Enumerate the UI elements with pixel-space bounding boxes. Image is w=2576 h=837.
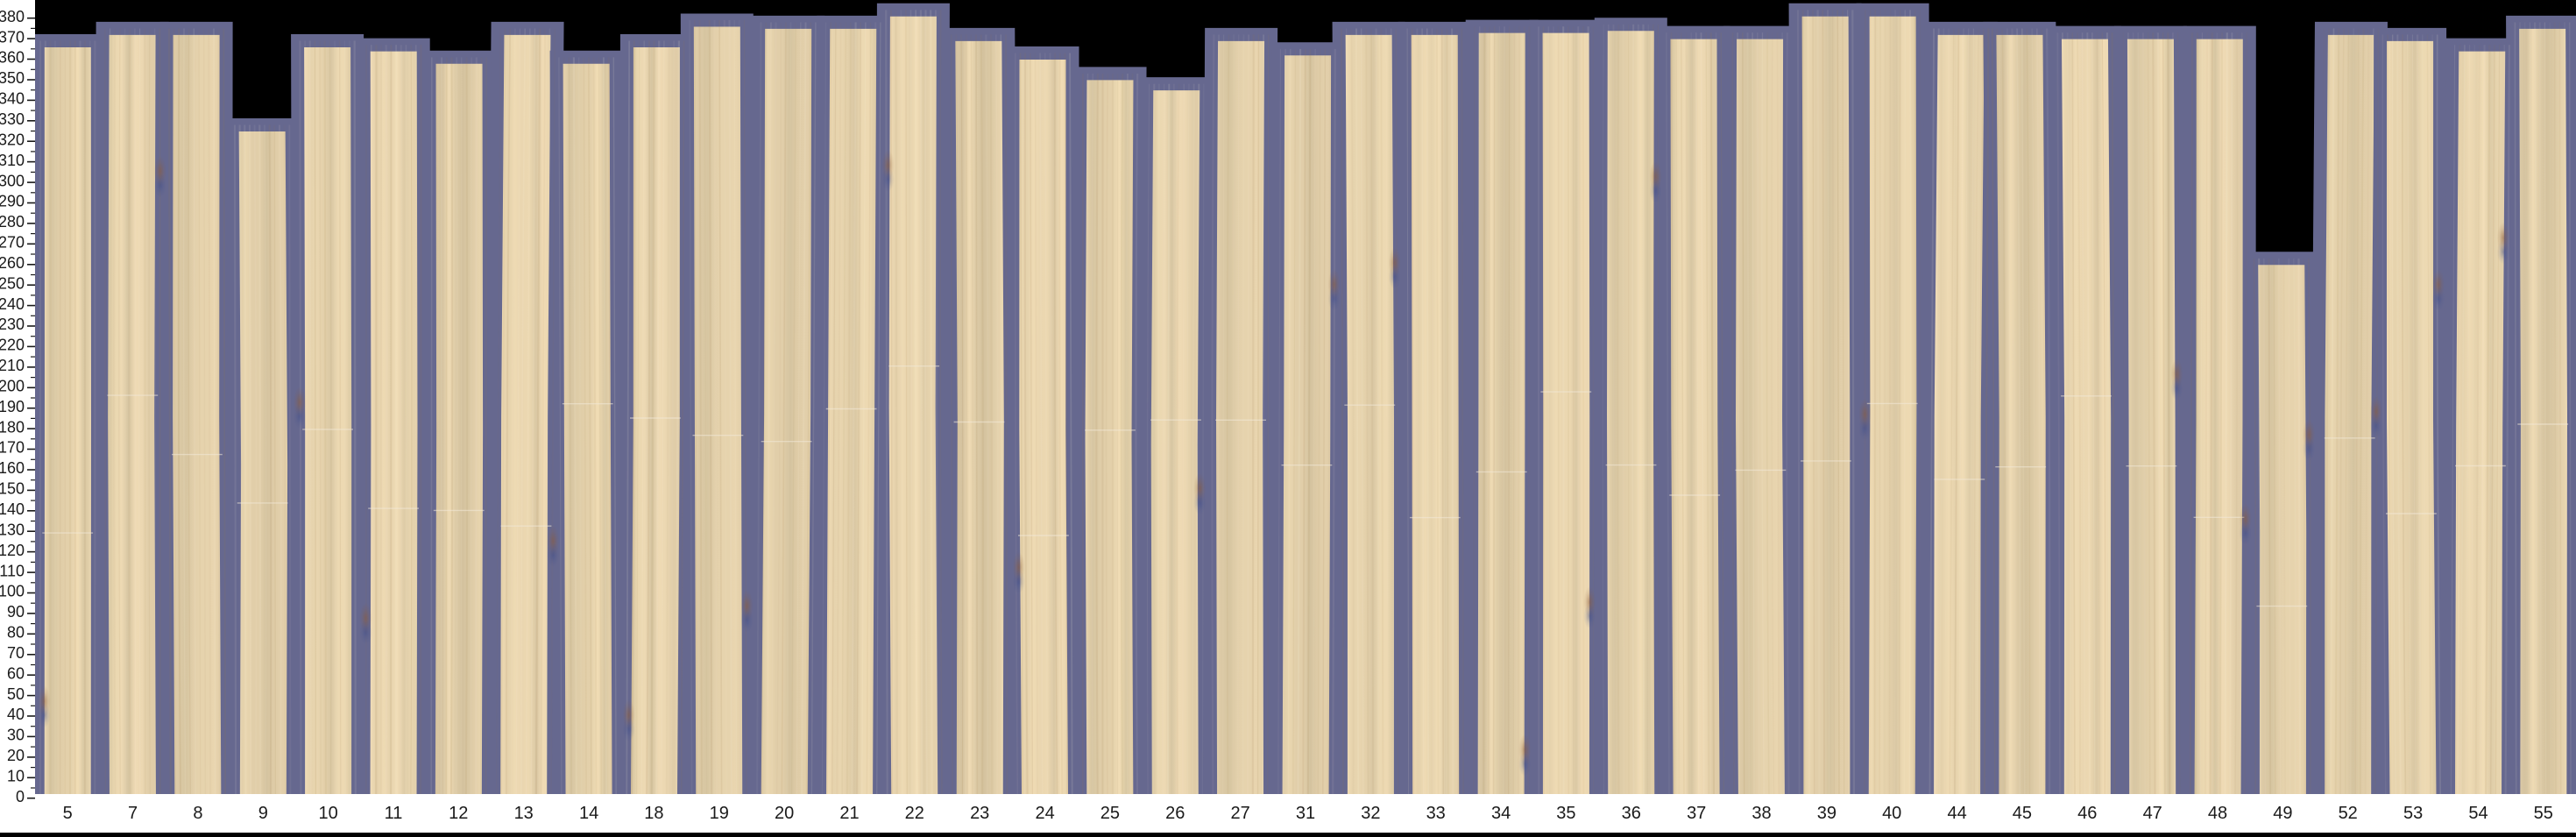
svg-text:10: 10 [7,768,25,785]
svg-text:320: 320 [0,131,25,148]
svg-text:11: 11 [385,804,403,823]
svg-text:150: 150 [0,480,25,498]
svg-text:24: 24 [1035,804,1054,823]
svg-text:52: 52 [2339,804,2358,823]
svg-text:60: 60 [7,664,25,682]
svg-text:380: 380 [0,8,25,25]
svg-text:310: 310 [0,152,25,169]
svg-text:35: 35 [1556,804,1575,823]
svg-text:47: 47 [2143,804,2162,823]
svg-text:55: 55 [2534,804,2553,823]
svg-text:100: 100 [0,583,25,600]
svg-text:370: 370 [0,28,25,46]
svg-text:18: 18 [644,804,663,823]
svg-text:37: 37 [1687,804,1706,823]
svg-text:27: 27 [1230,804,1249,823]
svg-text:20: 20 [775,804,794,823]
svg-text:33: 33 [1426,804,1446,823]
svg-text:48: 48 [2208,804,2227,823]
svg-text:38: 38 [1752,804,1771,823]
svg-text:8: 8 [193,804,202,823]
svg-text:40: 40 [7,706,25,723]
svg-text:260: 260 [0,254,25,272]
svg-text:200: 200 [0,378,25,395]
svg-text:46: 46 [2077,804,2097,823]
svg-text:360: 360 [0,49,25,67]
svg-text:50: 50 [7,685,25,703]
svg-text:13: 13 [514,804,534,823]
svg-text:14: 14 [579,804,598,823]
svg-text:90: 90 [7,603,25,621]
svg-text:44: 44 [1947,804,1966,823]
svg-text:190: 190 [0,398,25,415]
svg-text:53: 53 [2403,804,2423,823]
svg-text:34: 34 [1491,804,1511,823]
svg-text:70: 70 [7,644,25,662]
svg-text:80: 80 [7,624,25,642]
svg-text:10: 10 [318,804,337,823]
svg-text:21: 21 [839,804,859,823]
svg-text:220: 220 [0,337,25,354]
svg-text:240: 240 [0,295,25,313]
svg-text:19: 19 [710,804,729,823]
svg-text:7: 7 [128,804,138,823]
svg-text:280: 280 [0,213,25,231]
svg-text:140: 140 [0,500,25,518]
svg-text:230: 230 [0,316,25,333]
svg-text:120: 120 [0,542,25,559]
svg-text:12: 12 [449,804,468,823]
svg-text:9: 9 [258,804,268,823]
svg-text:36: 36 [1622,804,1641,823]
svg-text:130: 130 [0,521,25,538]
svg-text:270: 270 [0,234,25,252]
svg-text:5: 5 [63,804,73,823]
svg-text:180: 180 [0,418,25,436]
svg-text:23: 23 [970,804,989,823]
svg-text:110: 110 [0,562,25,579]
svg-text:350: 350 [0,69,25,87]
svg-text:330: 330 [0,110,25,128]
svg-text:340: 340 [0,90,25,108]
svg-text:250: 250 [0,274,25,292]
svg-text:0: 0 [16,788,25,805]
svg-text:160: 160 [0,459,25,477]
svg-text:290: 290 [0,193,25,210]
svg-text:45: 45 [2013,804,2032,823]
svg-text:40: 40 [1882,804,1901,823]
svg-text:170: 170 [0,439,25,457]
svg-text:31: 31 [1296,804,1315,823]
svg-text:20: 20 [7,747,25,764]
svg-text:210: 210 [0,357,25,374]
svg-text:22: 22 [905,804,924,823]
svg-text:30: 30 [7,727,25,744]
svg-text:54: 54 [2468,804,2488,823]
svg-text:26: 26 [1165,804,1185,823]
svg-text:25: 25 [1100,804,1120,823]
svg-text:32: 32 [1361,804,1380,823]
svg-text:39: 39 [1817,804,1836,823]
svg-text:300: 300 [0,172,25,189]
svg-text:49: 49 [2273,804,2292,823]
